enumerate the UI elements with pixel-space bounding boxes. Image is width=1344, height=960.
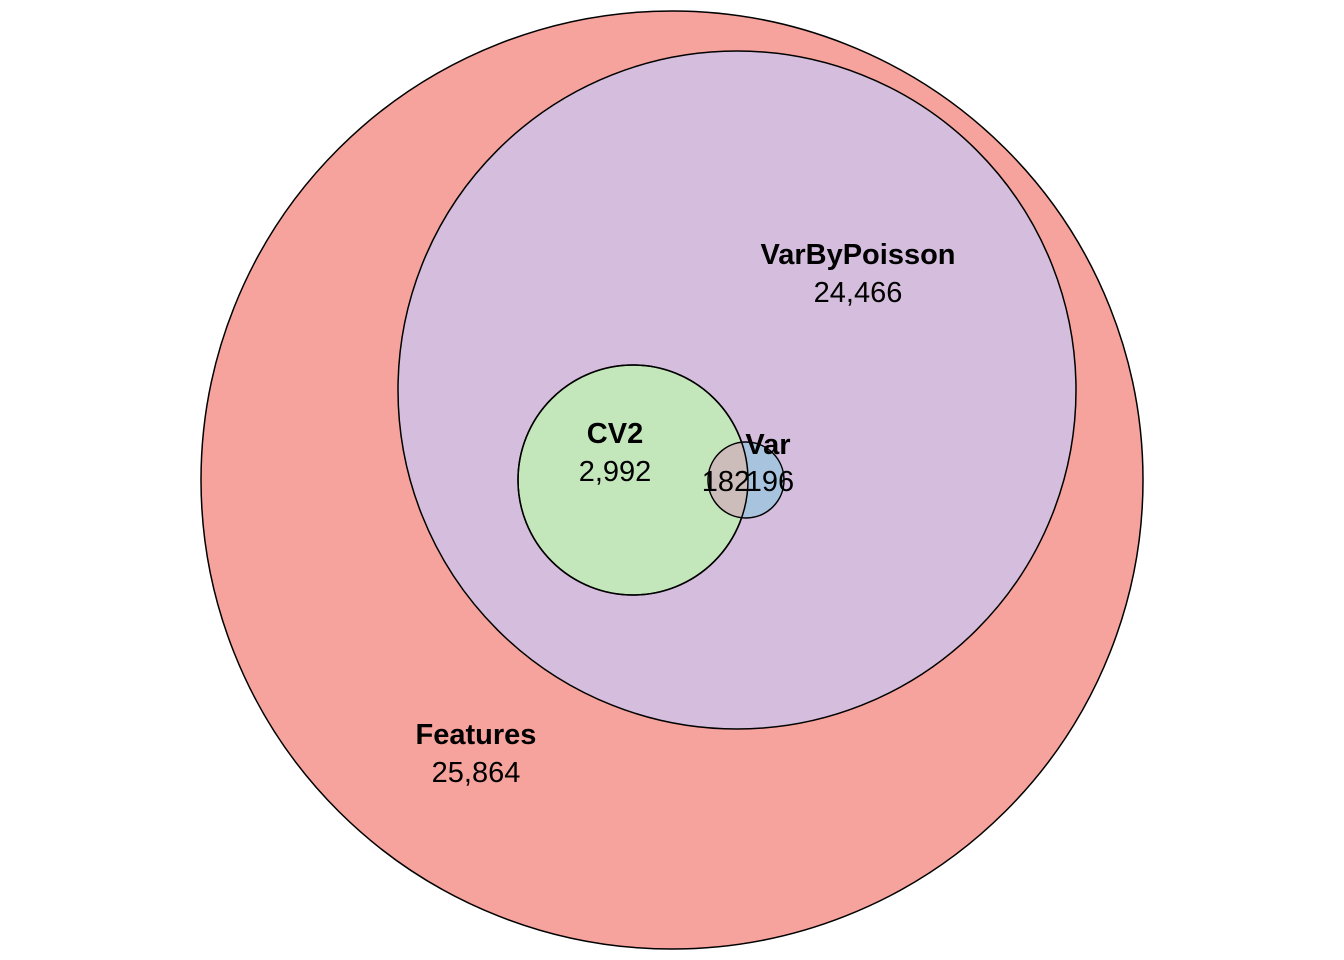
var-label: Var [745, 429, 790, 461]
varbypoisson-label: VarByPoisson [760, 239, 955, 271]
cv2-count: 2,992 [579, 456, 652, 488]
varbypoisson-region [398, 51, 1076, 729]
cv2-var-intersection-count: 182 [702, 466, 750, 498]
cv2-label: CV2 [587, 418, 643, 450]
varbypoisson-count: 24,466 [814, 277, 903, 309]
features-count: 25,864 [432, 757, 521, 789]
var-count: 196 [746, 466, 794, 498]
features-label: Features [416, 719, 537, 751]
